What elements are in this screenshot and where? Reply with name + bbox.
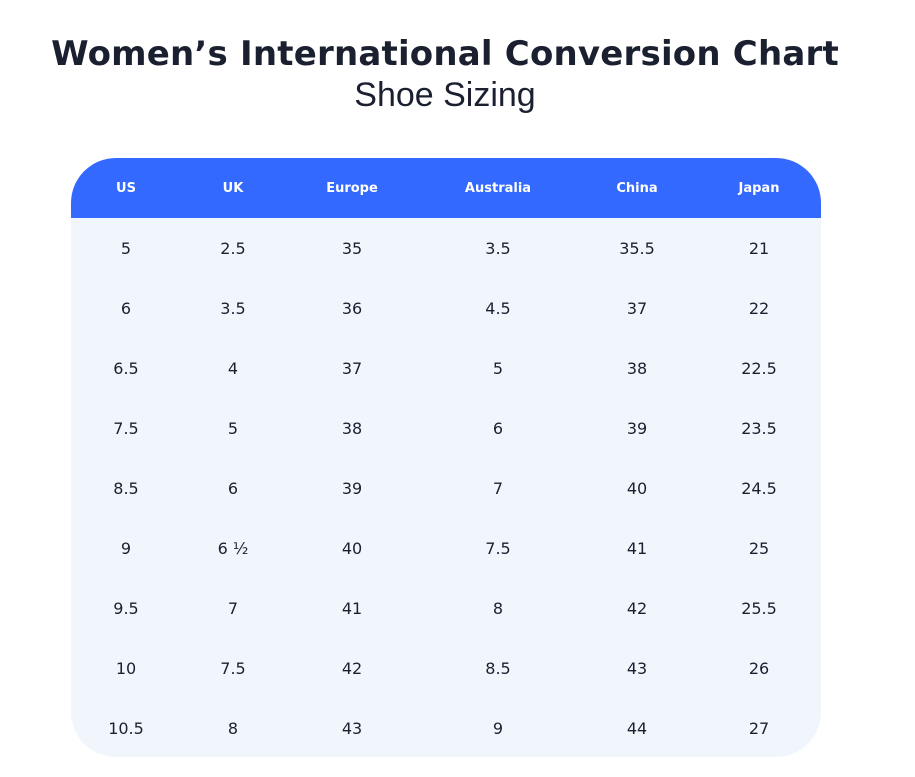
cell-europe: 38	[341, 418, 363, 438]
cell-china: 40	[626, 478, 648, 498]
page-subtitle: Shoe Sizing	[354, 76, 536, 114]
table-row: 7.5 5 38 6 39 23.5	[71, 398, 821, 458]
cell-japan: 26	[748, 658, 770, 678]
cell-europe: 41	[341, 598, 363, 618]
cell-china: 43	[626, 658, 648, 678]
cell-australia: 9	[492, 718, 504, 738]
size-conversion-table: US UK Europe Australia China Japan 5 2.5 35 3.5 3…	[71, 158, 821, 757]
cell-us: 6	[120, 298, 132, 318]
cell-japan: 24.5	[741, 478, 777, 498]
cell-us: 6.5	[113, 358, 139, 378]
cell-china: 42	[626, 598, 648, 618]
table-row: 9.5 7 41 8 42 25.5	[71, 578, 821, 638]
cell-japan: 22	[748, 298, 770, 318]
column-header-uk: UK	[181, 158, 285, 218]
column-header-europe: Europe	[285, 158, 419, 218]
cell-uk: 8	[227, 718, 239, 738]
cell-china: 41	[626, 538, 648, 558]
table-row: 10 7.5 42 8.5 43 26	[71, 638, 821, 698]
cell-china: 35.5	[619, 238, 655, 258]
cell-australia: 8	[492, 598, 504, 618]
table-header-row: US UK Europe Australia China Japan	[71, 158, 821, 218]
cell-japan: 25	[748, 538, 770, 558]
cell-uk: 6 ½	[217, 538, 249, 558]
cell-europe: 35	[341, 238, 363, 258]
cell-europe: 36	[341, 298, 363, 318]
column-header-japan: Japan	[697, 158, 821, 218]
cell-europe: 39	[341, 478, 363, 498]
cell-europe: 40	[341, 538, 363, 558]
cell-australia: 6	[492, 418, 504, 438]
column-header-us: US	[71, 158, 181, 218]
cell-australia: 3.5	[485, 238, 511, 258]
cell-japan: 23.5	[741, 418, 777, 438]
cell-japan: 27	[748, 718, 770, 738]
table-row: 10.5 8 43 9 44 27	[71, 698, 821, 757]
cell-uk: 7	[227, 598, 239, 618]
table-row: 5 2.5 35 3.5 35.5 21	[71, 218, 821, 278]
cell-china: 37	[626, 298, 648, 318]
cell-us: 8.5	[113, 478, 139, 498]
column-header-australia: Australia	[419, 158, 577, 218]
cell-us: 7.5	[113, 418, 139, 438]
cell-europe: 42	[341, 658, 363, 678]
cell-australia: 7	[492, 478, 504, 498]
cell-japan: 22.5	[741, 358, 777, 378]
cell-us: 10	[115, 658, 137, 678]
cell-europe: 43	[341, 718, 363, 738]
cell-china: 39	[626, 418, 648, 438]
cell-uk: 5	[227, 418, 239, 438]
table-row: 9 6 ½ 40 7.5 41 25	[71, 518, 821, 578]
cell-us: 5	[120, 238, 132, 258]
cell-europe: 37	[341, 358, 363, 378]
cell-uk: 7.5	[220, 658, 246, 678]
cell-japan: 21	[748, 238, 770, 258]
table-row: 6 3.5 36 4.5 37 22	[71, 278, 821, 338]
cell-australia: 7.5	[485, 538, 511, 558]
cell-uk: 4	[227, 358, 239, 378]
cell-australia: 8.5	[485, 658, 511, 678]
cell-australia: 5	[492, 358, 504, 378]
page-title: Women’s International Conversion Chart	[51, 34, 839, 74]
cell-australia: 4.5	[485, 298, 511, 318]
column-header-china: China	[577, 158, 697, 218]
table-row: 6.5 4 37 5 38 22.5	[71, 338, 821, 398]
cell-uk: 6	[227, 478, 239, 498]
cell-uk: 2.5	[220, 238, 246, 258]
cell-china: 38	[626, 358, 648, 378]
cell-china: 44	[626, 718, 648, 738]
cell-us: 9	[120, 538, 132, 558]
table-row: 8.5 6 39 7 40 24.5	[71, 458, 821, 518]
cell-us: 9.5	[113, 598, 139, 618]
cell-us: 10.5	[108, 718, 144, 738]
cell-uk: 3.5	[220, 298, 246, 318]
cell-japan: 25.5	[741, 598, 777, 618]
